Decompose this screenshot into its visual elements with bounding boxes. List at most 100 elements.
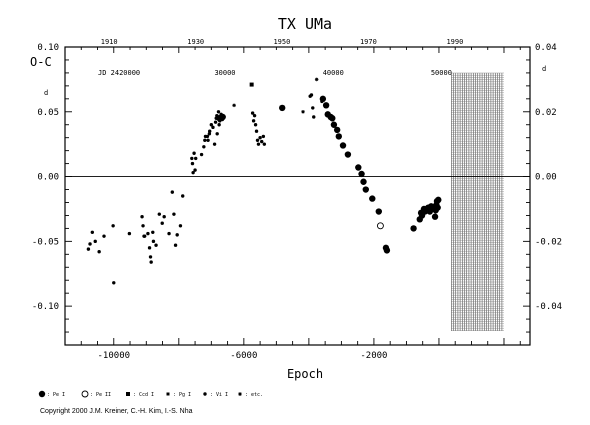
vi-i-point (148, 255, 153, 259)
vi-i-point (154, 243, 158, 247)
vi-i-point (151, 230, 155, 234)
vi-i-point (102, 234, 106, 238)
vi-i-point (162, 215, 166, 219)
pe-i-point (335, 133, 342, 140)
pe-i-point (410, 225, 417, 232)
vi-i-point (142, 234, 147, 238)
legend-label: : Pg I (173, 392, 191, 398)
etc-point (238, 392, 242, 396)
pe-i-point (279, 104, 286, 112)
pe-i-point (375, 208, 382, 215)
vi-i-point (157, 212, 162, 216)
plot-frame (64, 46, 531, 346)
vi-i-point (190, 156, 194, 161)
x-tick-label: -6000 (230, 351, 257, 361)
vi-i-point (216, 110, 221, 114)
pe-i-point (362, 186, 369, 193)
vi-i-point (193, 168, 197, 172)
legend-label: : Vi I (210, 392, 228, 398)
pe-i-point (431, 213, 439, 220)
vi-i-point (252, 113, 257, 118)
pe-i-point (329, 115, 336, 122)
x-axis-label: Epoch (287, 367, 323, 381)
vi-i-point (181, 194, 185, 198)
top-jd-label: 50000 (431, 69, 452, 77)
vi-i-point (141, 224, 145, 228)
vi-i-point (261, 134, 266, 139)
pe-i-point (369, 195, 376, 202)
vi-i-point (260, 139, 264, 144)
vi-i-point (205, 134, 210, 139)
top-year-label: 1950 (273, 38, 290, 46)
vi-i-point (253, 123, 258, 127)
vi-i-point (312, 115, 316, 119)
pe-i-point (358, 170, 365, 178)
x-tick-label: -10000 (98, 351, 131, 361)
vi-i-point (256, 142, 261, 146)
legend-label: : Pe II (90, 392, 111, 398)
data-points (86, 77, 442, 285)
vi-i-point (160, 221, 164, 225)
vi-i-point (199, 152, 204, 157)
vi-i-point (170, 190, 175, 194)
axis-ticks: 0.10 0.05 0.00 -0.05 -0.10 0.04 0.02 0.00 -0.02 -… (32, 38, 562, 361)
vi-i-point (255, 138, 260, 142)
vi-i-point (213, 120, 218, 124)
vi-i-point (178, 224, 183, 228)
vi-i-point (151, 239, 156, 244)
y-tick-label-right: 0.04 (535, 43, 557, 53)
ccd-i-point (249, 82, 254, 87)
hatched-region (451, 72, 504, 331)
y-tick-label-right: -0.02 (535, 237, 562, 247)
vi-i-point (250, 111, 255, 115)
pe-i-point (319, 95, 327, 103)
vi-i-point (192, 151, 196, 155)
top-jd-label: 40000 (323, 69, 344, 77)
vi-i-point (215, 132, 219, 136)
vi-i-point (190, 161, 195, 166)
vi-i-point (112, 281, 116, 285)
vi-i-point (203, 138, 207, 142)
pe-i-point (360, 178, 367, 185)
vi-i-point (167, 231, 171, 236)
etc-point (232, 103, 236, 108)
vi-i-point (191, 170, 195, 175)
y-tick-label-right: -0.04 (535, 302, 562, 312)
legend-label: : Pe I (47, 392, 65, 398)
y-tick-label-right: 0.02 (535, 108, 557, 118)
vi-i-point (309, 93, 314, 97)
top-year-label: 1990 (446, 38, 463, 46)
top-year-label: 1910 (101, 38, 118, 46)
pe-i-point (355, 164, 362, 171)
vi-i-point (111, 224, 115, 228)
vi-i-point (97, 250, 101, 254)
pg-i-point (166, 392, 170, 396)
y-tick-label-left: 0.05 (37, 108, 59, 118)
y-tick-label-left: -0.10 (32, 302, 59, 312)
legend-label: : etc. (245, 392, 263, 398)
vi-i-point (147, 246, 152, 250)
vi-i-point (254, 129, 259, 133)
vi-i-point (251, 119, 256, 123)
vi-i-point (217, 123, 221, 127)
vi-i-point (262, 142, 267, 146)
vi-i-point (211, 125, 215, 130)
vi-i-point (173, 243, 178, 247)
vi-i-point (258, 135, 262, 140)
vi-i-point (208, 129, 212, 133)
etc-point (301, 109, 305, 114)
vi-i-point (90, 230, 95, 234)
vi-i-point (172, 212, 176, 216)
vi-i-point (127, 231, 132, 236)
pe-i-point (333, 126, 341, 134)
x-tick-label: -2000 (360, 351, 387, 361)
pe-ii-point (81, 390, 89, 398)
pe-i-point (344, 151, 352, 158)
y-axis-label: O-C (30, 55, 52, 69)
vi-i-point (175, 233, 179, 237)
pe-i-point (322, 102, 330, 109)
vi-i-point (88, 242, 92, 246)
pe-i-point (38, 390, 46, 398)
vi-i-point (140, 215, 144, 219)
